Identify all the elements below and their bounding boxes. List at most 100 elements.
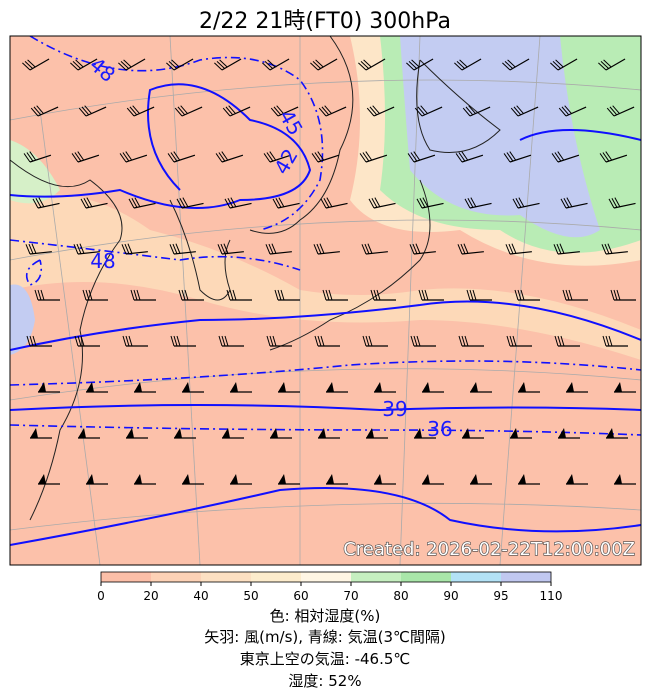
barb-shaft	[517, 106, 539, 117]
barb-feather	[325, 289, 330, 301]
barb-feather	[25, 244, 31, 255]
caption-line: 東京上空の気温: -46.5℃	[240, 650, 410, 668]
barb-flag	[366, 428, 374, 438]
wind-barb	[598, 58, 626, 71]
barb-feather	[311, 153, 319, 163]
barb-feather	[34, 289, 39, 301]
barb-feather	[362, 335, 367, 347]
barb-feather	[274, 289, 279, 301]
wind-barb	[601, 243, 628, 255]
barb-shaft	[37, 202, 60, 209]
barb-feather	[269, 151, 277, 161]
wind-barb	[166, 58, 194, 71]
wind-barb	[407, 151, 436, 163]
wind-barb	[606, 105, 635, 117]
colorbar-tick-label: 50	[243, 589, 258, 603]
barb-flag	[126, 428, 134, 438]
barb-shaft	[365, 154, 388, 163]
barb-shaft	[565, 202, 588, 209]
barb-shaft	[133, 106, 155, 117]
wind-barb	[278, 382, 300, 393]
barb-feather	[128, 198, 135, 209]
barb-shaft	[125, 58, 146, 71]
colorbar-segment	[401, 572, 451, 582]
barb-feather	[232, 289, 237, 301]
wind-barb	[263, 151, 292, 163]
barb-shaft	[277, 106, 299, 117]
barb-feather	[182, 197, 189, 207]
wind-barb	[74, 335, 100, 347]
barb-feather	[613, 289, 618, 301]
barb-shaft	[229, 202, 252, 209]
barb-feather	[72, 60, 81, 69]
barb-feather	[119, 153, 127, 163]
barb-flag	[374, 382, 382, 392]
barb-feather	[556, 243, 562, 254]
wind-barb	[462, 105, 491, 117]
wind-barb	[554, 335, 580, 347]
colorbar-tick-label: 80	[393, 589, 408, 603]
barb-feather	[267, 59, 276, 68]
barb-feather	[561, 106, 570, 116]
wind-barb	[366, 428, 388, 439]
wind-barb	[512, 197, 540, 209]
wind-barb	[506, 335, 532, 347]
barb-feather	[366, 107, 375, 117]
barb-feather	[411, 59, 420, 68]
barb-shaft	[77, 58, 98, 71]
barb-feather	[80, 198, 87, 209]
wind-barb	[30, 428, 52, 439]
barb-flag	[566, 382, 574, 392]
wind-barb	[170, 335, 196, 347]
wind-barb	[215, 151, 244, 163]
barb-flag	[470, 382, 478, 392]
barb-feather	[368, 335, 373, 347]
barb-feather	[122, 152, 130, 162]
wind-barb	[614, 382, 636, 393]
barb-feather	[323, 197, 330, 208]
barb-feather	[512, 198, 519, 209]
barb-feather	[414, 107, 423, 117]
barb-shaft	[269, 154, 292, 163]
wind-barb	[326, 382, 348, 393]
wind-barb	[422, 382, 444, 393]
wind-barb	[374, 382, 396, 393]
barb-feather	[118, 62, 127, 71]
wind-barb	[222, 428, 244, 439]
barb-feather	[605, 151, 613, 161]
barb-feather	[372, 105, 380, 114]
barb-shaft	[557, 154, 580, 163]
wind-barb	[614, 474, 636, 485]
barb-feather	[26, 335, 31, 347]
barb-shaft	[461, 58, 482, 71]
wind-barb	[560, 197, 588, 209]
barb-feather	[370, 289, 375, 301]
barb-feather	[555, 59, 564, 68]
barb-feather	[410, 152, 418, 162]
wind-barb	[361, 243, 388, 255]
barb-feather	[83, 197, 90, 208]
barb-feather	[418, 289, 423, 301]
barb-flag	[86, 474, 94, 484]
barb-feather	[74, 335, 79, 347]
barb-feather	[373, 289, 378, 301]
wind-barb	[422, 474, 444, 485]
barb-feather	[360, 60, 369, 69]
wind-barb	[178, 289, 204, 301]
barb-feather	[465, 106, 474, 116]
wind-barb	[310, 58, 338, 71]
wind-barb	[562, 289, 588, 301]
barb-feather	[557, 151, 565, 161]
wind-barb	[22, 58, 50, 71]
barb-feather	[265, 244, 271, 255]
wind-barb	[458, 335, 484, 347]
barb-shaft	[413, 154, 436, 163]
colorbar-segment	[451, 572, 501, 582]
map-title: 2/22 21時(FT0) 300hPa	[199, 9, 451, 34]
barb-feather	[121, 244, 127, 255]
barb-feather	[365, 335, 370, 347]
wind-barb	[23, 151, 52, 163]
barb-shaft	[269, 251, 292, 255]
barb-feather	[328, 289, 333, 301]
barb-feather	[518, 197, 525, 207]
